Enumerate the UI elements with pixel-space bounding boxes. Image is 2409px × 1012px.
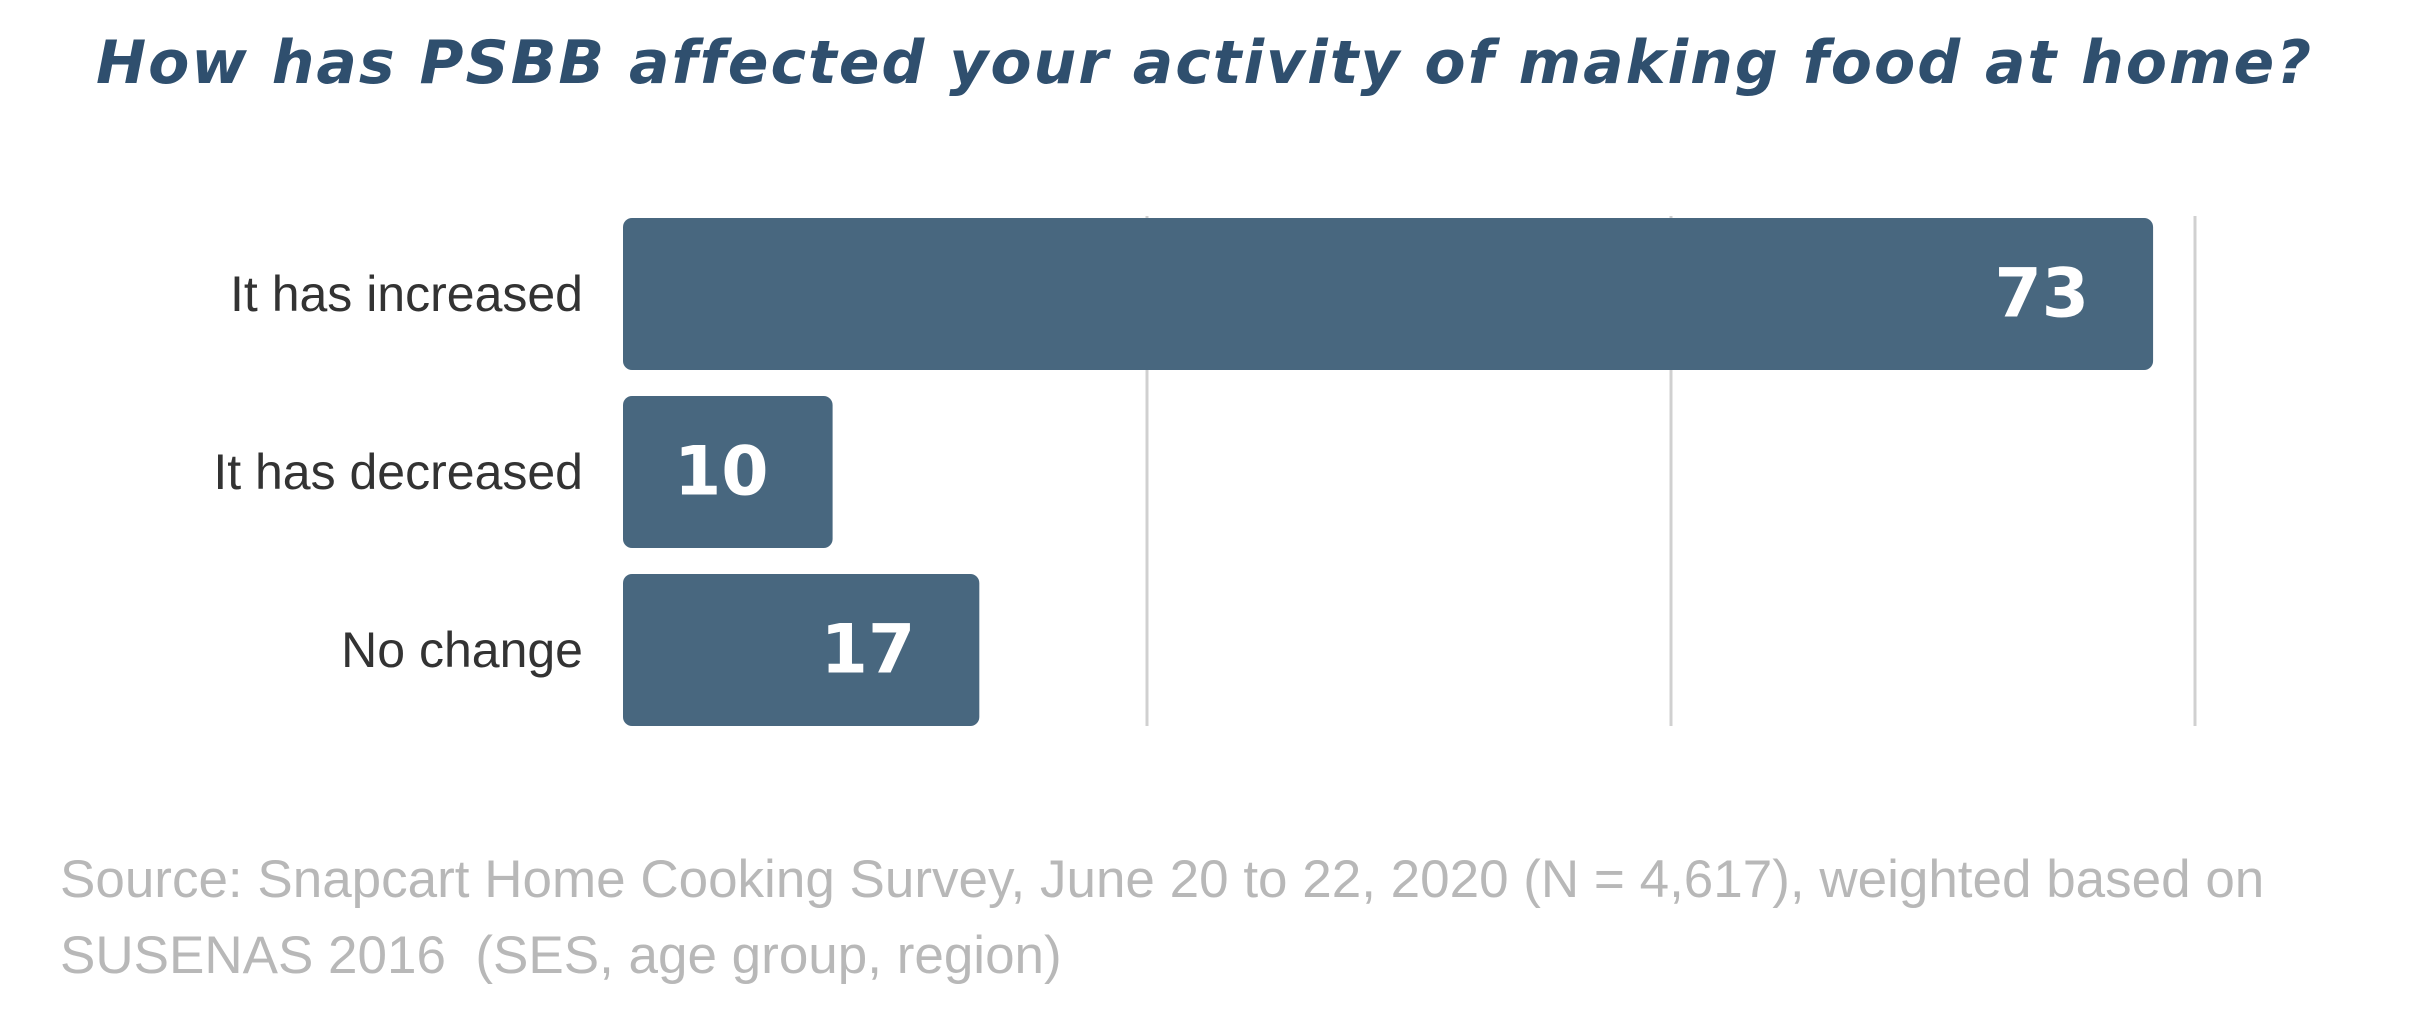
bar-2 xyxy=(623,574,980,726)
source-note: Source: Snapcart Home Cooking Survey, Ju… xyxy=(60,842,2400,994)
category-label-2: No change xyxy=(341,622,583,678)
category-label-1: It has decreased xyxy=(213,444,583,500)
category-label-0: It has increased xyxy=(230,266,583,322)
category-labels: It has increased It has decreased No chang… xyxy=(213,266,583,678)
source-line-1: Source: Snapcart Home Cooking Survey, Ju… xyxy=(60,850,2265,909)
chart-title: How has PSBB affected your activity of m… xyxy=(95,28,2314,98)
bars: 73 10 17 xyxy=(623,218,2154,726)
source-line-2: SUSENAS 2016 (SES, age group, region) xyxy=(60,926,1062,985)
value-label-2: 17 xyxy=(821,611,916,690)
value-label-0: 73 xyxy=(1994,255,2089,334)
bar-1 xyxy=(623,396,833,548)
value-label-1: 10 xyxy=(674,433,769,512)
bar-0 xyxy=(623,218,2154,370)
